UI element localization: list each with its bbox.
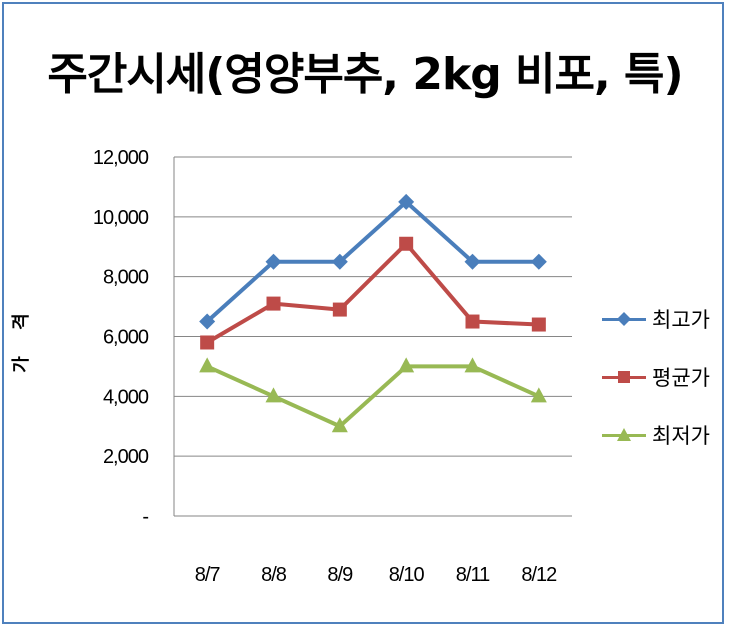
data-point-triangle bbox=[199, 357, 216, 373]
x-tick-label: 8/8 bbox=[261, 564, 287, 586]
data-point-square bbox=[531, 317, 546, 332]
series-line-2 bbox=[206, 241, 539, 345]
data-point-diamond bbox=[530, 253, 547, 270]
series-line-3 bbox=[206, 364, 540, 429]
legend-item-avg: 평균가 bbox=[600, 356, 720, 414]
x-tick-label: 8/10 bbox=[389, 564, 425, 586]
data-point-diamond bbox=[398, 193, 415, 210]
x-tick-label: 8/9 bbox=[327, 564, 353, 586]
square-icon bbox=[618, 371, 630, 383]
y-tick-label: 10,000 bbox=[93, 207, 149, 229]
data-point-triangle bbox=[530, 387, 547, 403]
data-point-triangle bbox=[331, 417, 348, 433]
data-point-square bbox=[465, 314, 480, 329]
data-point-diamond bbox=[331, 253, 348, 270]
y-tick-label: 12,000 bbox=[93, 147, 149, 169]
legend: 최고가 평균가 최저가 bbox=[600, 298, 720, 472]
y-tick-label: 2,000 bbox=[103, 446, 149, 468]
data-point-diamond bbox=[199, 313, 216, 330]
legend-label-min: 최저가 bbox=[652, 424, 710, 448]
data-point-square bbox=[332, 302, 347, 317]
y-tick-label: - bbox=[142, 506, 148, 528]
data-point-triangle bbox=[265, 387, 282, 403]
chart-title: 주간시세(영양부추, 2kg 비포, 특) bbox=[47, 49, 683, 100]
x-tick-label: 8/7 bbox=[195, 564, 221, 586]
series-line-1 bbox=[205, 199, 539, 324]
data-point-square bbox=[266, 296, 281, 311]
data-point-square bbox=[200, 335, 215, 350]
legend-label-avg: 평균가 bbox=[652, 366, 710, 390]
data-point-square bbox=[399, 236, 414, 251]
data-point-triangle bbox=[464, 357, 481, 373]
diamond-icon bbox=[617, 312, 631, 326]
legend-item-max: 최고가 bbox=[600, 298, 720, 356]
y-tick-label: 6,000 bbox=[103, 327, 149, 349]
legend-item-min: 최저가 bbox=[600, 414, 720, 472]
data-point-triangle bbox=[398, 357, 415, 373]
y-tick-label: 4,000 bbox=[103, 386, 149, 408]
data-point-diamond bbox=[265, 253, 282, 270]
x-tick-label: 8/11 bbox=[456, 564, 490, 586]
triangle-icon bbox=[617, 428, 631, 441]
chart-frame bbox=[2, 2, 724, 624]
legend-label-max: 최고가 bbox=[652, 308, 710, 332]
y-tick-label: 8,000 bbox=[103, 267, 149, 289]
data-point-diamond bbox=[464, 253, 481, 270]
x-tick-label: 8/12 bbox=[521, 564, 557, 586]
